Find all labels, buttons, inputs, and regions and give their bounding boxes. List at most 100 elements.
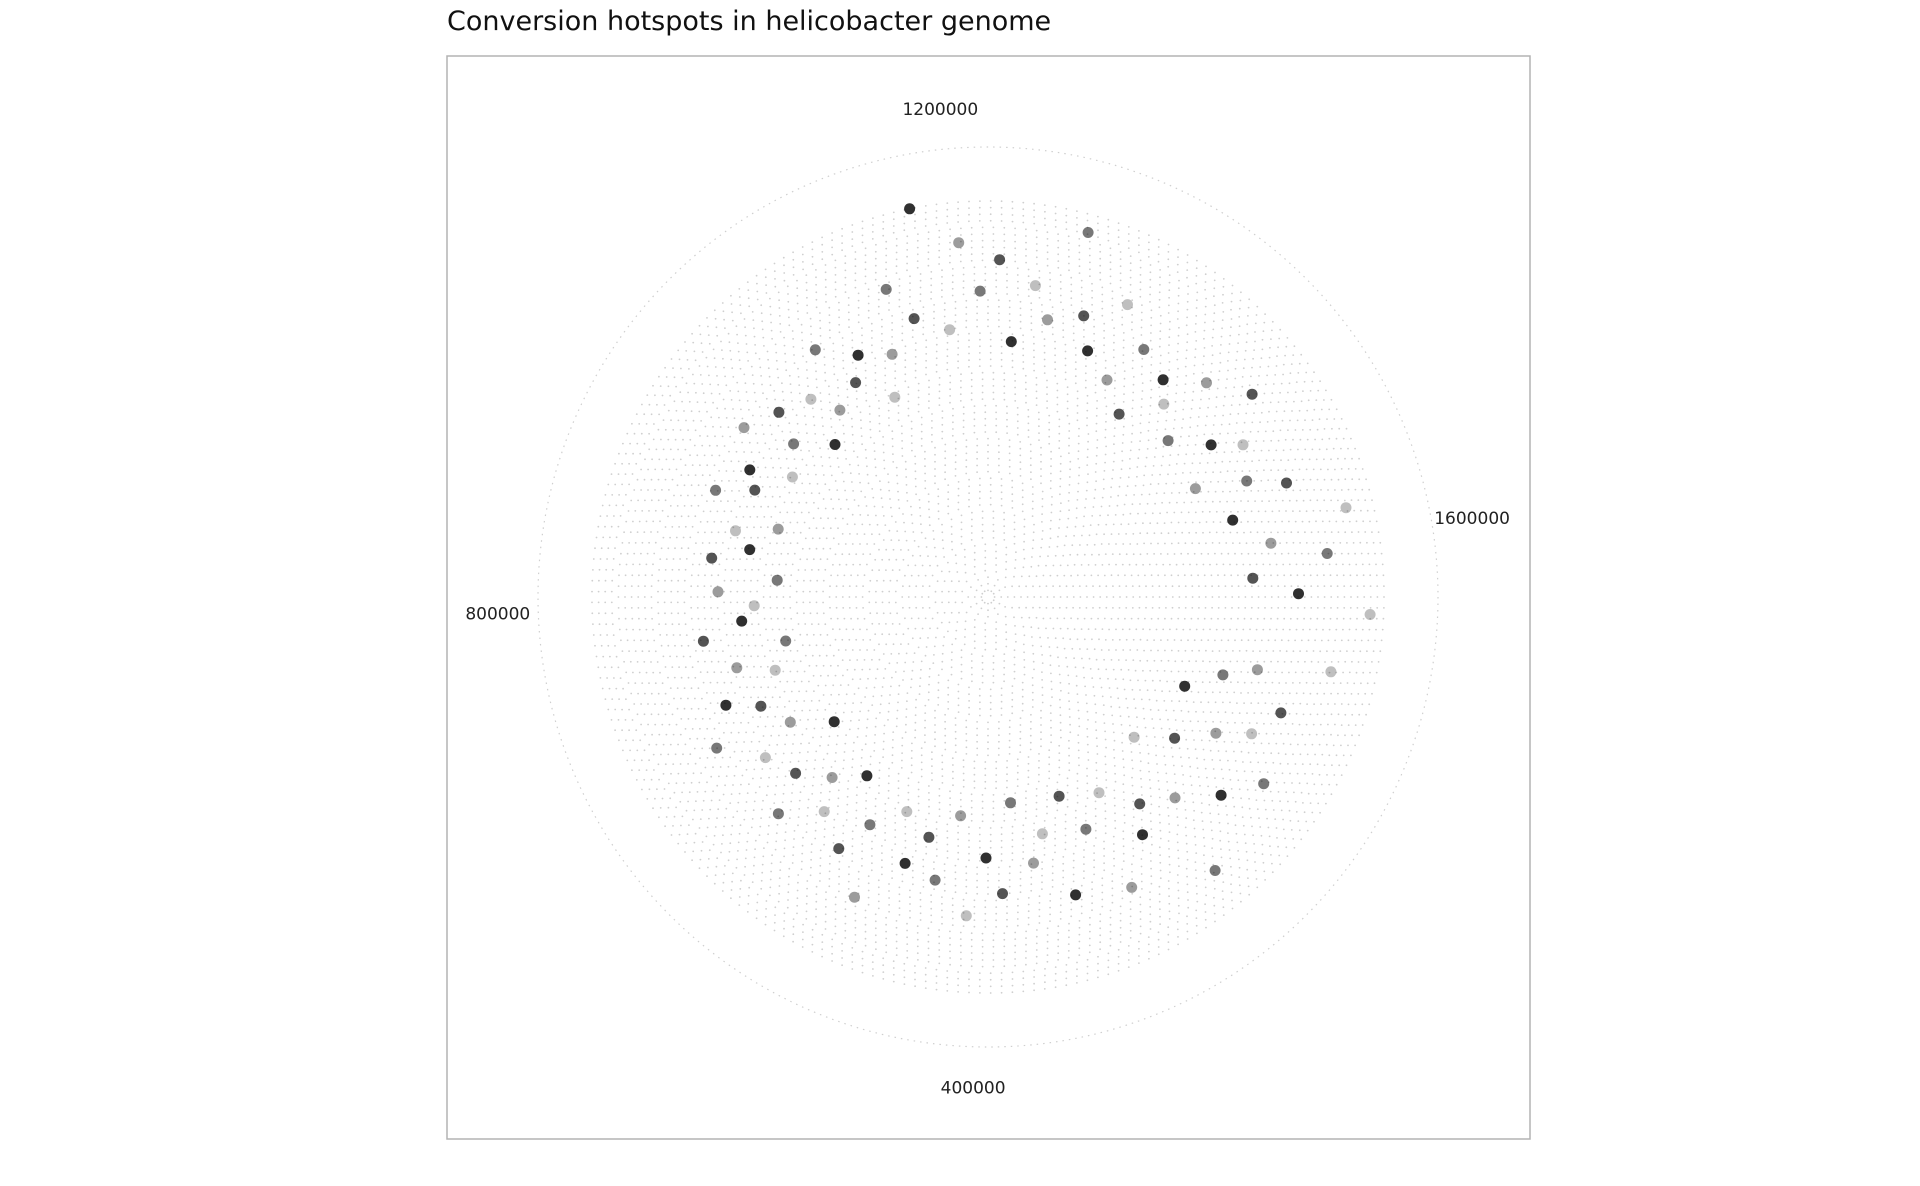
grid-dot: [1131, 503, 1134, 506]
grid-dot: [891, 849, 893, 851]
grid-dot: [879, 703, 882, 706]
grid-dot: [1188, 660, 1191, 663]
grid-dot: [904, 818, 907, 821]
grid-dot: [925, 339, 928, 342]
grid-dot: [1137, 512, 1139, 515]
grid-dot: [1122, 838, 1125, 840]
grid-dot: [859, 411, 862, 414]
grid-dot: [984, 767, 987, 770]
grid-dot: [941, 916, 943, 918]
grid-dot: [995, 279, 998, 282]
grid-dot: [911, 329, 914, 332]
grid-dot: [1121, 323, 1124, 326]
grid-dot: [1230, 574, 1233, 577]
grid-dot: [793, 709, 796, 712]
grid-dot: [798, 751, 801, 754]
grid-dot: [1143, 474, 1146, 477]
grid-dot: [978, 352, 981, 354]
grid-dot: [924, 465, 926, 468]
grid-dot: [867, 482, 870, 485]
grid-dot: [1201, 820, 1204, 822]
grid-dot: [894, 601, 897, 604]
grid-dot: [1070, 901, 1073, 904]
grid-dot: [1204, 720, 1207, 723]
grid-dot: [1290, 596, 1293, 598]
grid-dot: [911, 669, 914, 672]
grid-dot: [1263, 531, 1266, 534]
grid-dot: [1150, 617, 1153, 620]
grid-dot: [836, 813, 839, 815]
grid-dot: [1131, 824, 1134, 827]
grid-dot: [1201, 510, 1204, 513]
grid-dot: [1100, 543, 1103, 545]
grid-dot: [1190, 690, 1193, 693]
grid-dot: [1121, 732, 1124, 735]
grid-dot: [1113, 857, 1115, 860]
grid-dot: [860, 419, 862, 422]
grid-dot: [785, 734, 788, 737]
grid-dot: [1089, 916, 1091, 919]
grid-dot: [775, 670, 778, 673]
grid-dot: [1259, 770, 1261, 773]
grid-dot: [684, 448, 687, 451]
grid-dot: [1191, 792, 1194, 795]
grid-dot: [1050, 450, 1052, 453]
grid-dot: [709, 596, 712, 598]
grid-dot: [772, 725, 774, 728]
grid-dot: [1144, 617, 1146, 620]
grid-dot: [997, 747, 1000, 750]
grid-dot: [1142, 484, 1145, 487]
grid-dot: [1070, 888, 1073, 890]
grid-dot: [650, 585, 653, 587]
grid-dot: [928, 407, 930, 409]
grid-dot: [1168, 855, 1171, 858]
grid-dot: [1019, 878, 1022, 880]
grid-dot: [1040, 738, 1042, 741]
grid-dot: [1110, 705, 1113, 708]
grid-dot: [694, 762, 697, 765]
grid-dot: [822, 590, 824, 593]
grid-dot: [684, 743, 687, 746]
grid-dot: [960, 535, 963, 538]
grid-dot: [705, 563, 707, 566]
grid-dot: [954, 601, 957, 604]
grid-dot: [1168, 848, 1170, 850]
grid-dot: [1067, 517, 1070, 520]
grid-dot: [752, 777, 754, 780]
grid-dot: [995, 543, 997, 546]
grid-dot: [943, 308, 946, 311]
grid-dot: [887, 473, 889, 475]
grid-dot: [1113, 804, 1116, 807]
grid-dot: [1066, 386, 1069, 389]
grid-dot: [1043, 372, 1046, 374]
grid-dot: [874, 357, 877, 360]
grid-dot: [664, 666, 667, 668]
grid-dot: [941, 652, 944, 655]
grid-dot: [1052, 564, 1055, 567]
grid-dot: [973, 551, 976, 554]
grid-dot: [930, 901, 933, 903]
grid-dot: [1049, 913, 1051, 916]
grid-dot: [1275, 563, 1278, 566]
grid-dot: [815, 378, 818, 381]
grid-dot: [679, 634, 681, 636]
grid-dot: [1114, 678, 1117, 680]
grid-dot: [747, 432, 749, 435]
grid-dot: [935, 841, 938, 844]
grid-dot: [774, 715, 777, 718]
grid-dot: [1096, 407, 1098, 410]
grid-dot: [881, 686, 884, 688]
grid-dot: [944, 741, 947, 744]
grid-dot: [1003, 378, 1006, 381]
grid-dot: [1000, 853, 1003, 855]
grid-dot: [914, 815, 917, 818]
grid-dot: [960, 818, 962, 821]
grid-dot: [1054, 851, 1056, 854]
grid-dot: [1260, 742, 1263, 745]
grid-dot: [1048, 414, 1051, 417]
grid-dot: [1114, 812, 1116, 815]
grid-dot: [1279, 542, 1281, 544]
grid-dot: [1308, 628, 1311, 631]
grid-dot: [1049, 574, 1052, 577]
grid-dot: [757, 655, 759, 658]
